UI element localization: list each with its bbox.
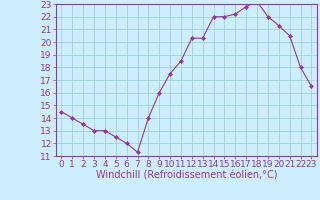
X-axis label: Windchill (Refroidissement éolien,°C): Windchill (Refroidissement éolien,°C) [96,171,277,181]
